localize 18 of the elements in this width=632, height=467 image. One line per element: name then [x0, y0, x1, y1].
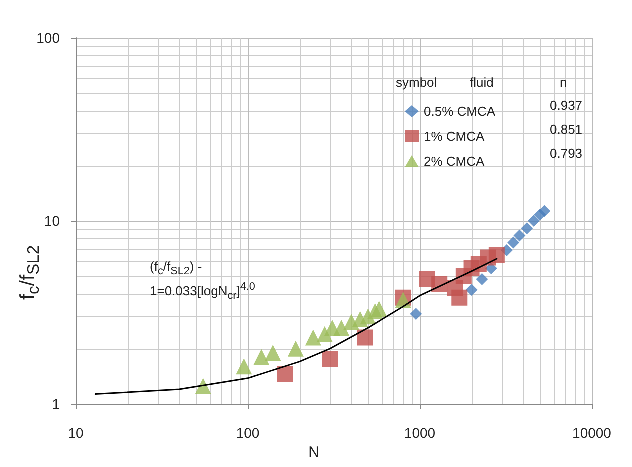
legend-label: 0.5% CMCA	[424, 104, 496, 119]
x-tick-label: 10000	[572, 425, 612, 441]
text: (f$_{c}$/f$_{SL2}$) - 1=0.033[logN$_{cr}$]$^{4.0}$	[150, 259, 256, 302]
annotation: fluid	[470, 74, 494, 92]
x-tick-label: 10	[68, 425, 84, 441]
x-tick-label: 100	[236, 425, 260, 441]
x-axis-title: N	[308, 444, 320, 461]
y-tick-label: 10	[44, 213, 60, 229]
annotation: 0.851	[550, 121, 583, 139]
annotation: 0.937	[550, 97, 583, 115]
x-tick-label: 1000	[404, 425, 436, 441]
y-tick-label: 1	[52, 396, 60, 412]
legend-label: 2% CMCA	[424, 154, 486, 169]
legend-label: 1% CMCA	[424, 129, 486, 144]
annotation: 0.793	[550, 145, 583, 163]
annotation: n	[560, 74, 568, 92]
annotation: symbol	[396, 74, 438, 92]
y-tick-label: 100	[36, 30, 60, 46]
